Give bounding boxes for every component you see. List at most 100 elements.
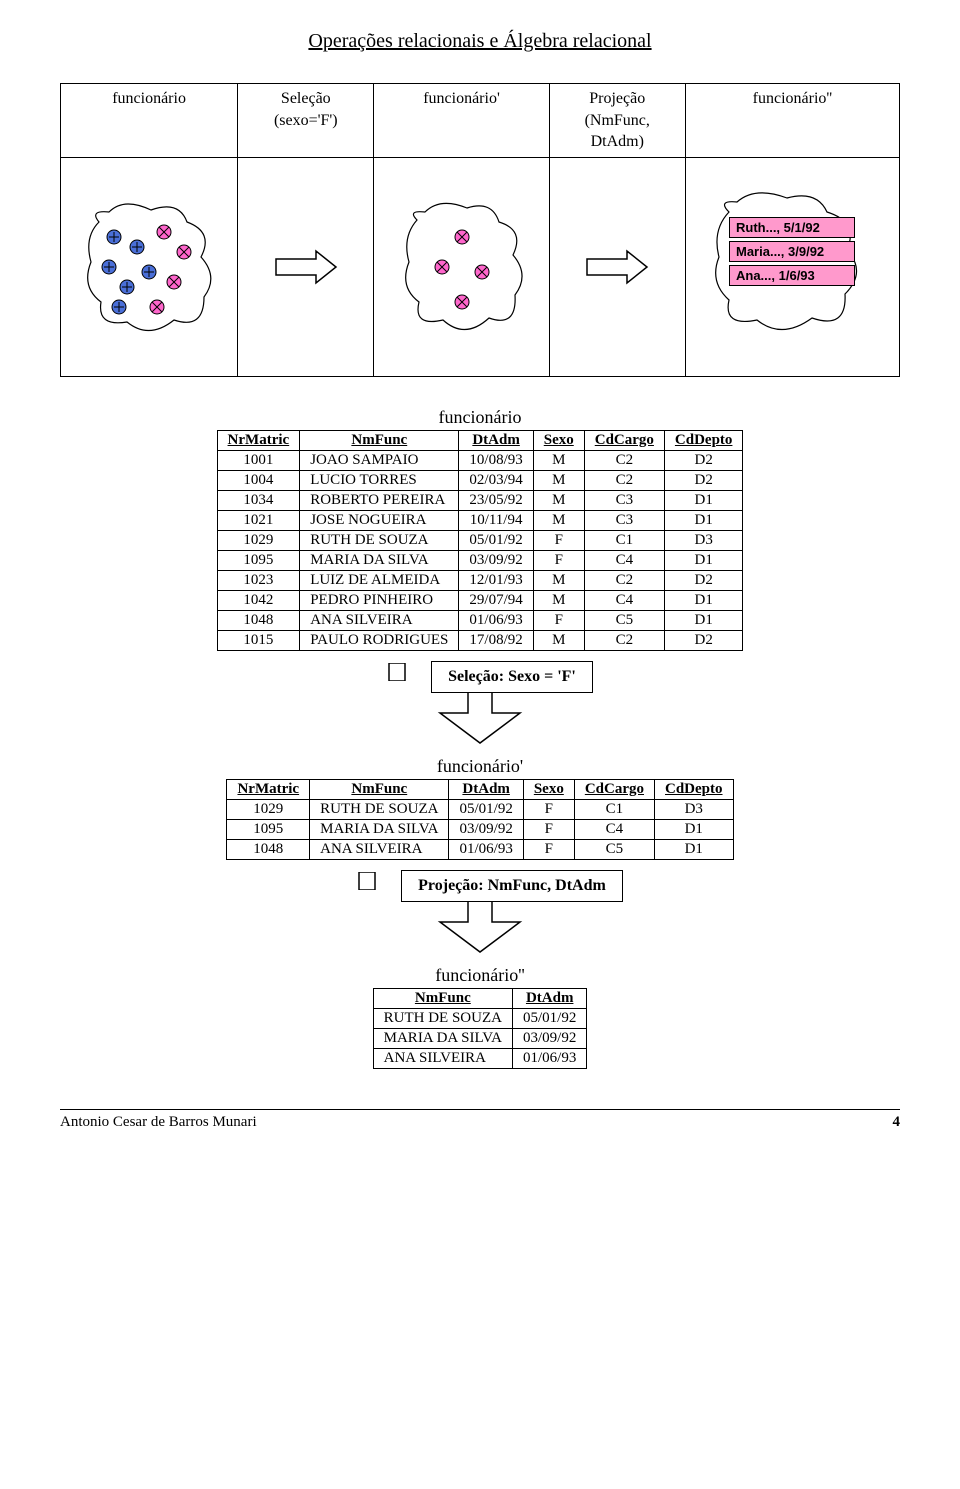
- table-header: NrMatric: [227, 779, 310, 799]
- table-row: 1029RUTH DE SOUZA05/01/92FC1D3: [217, 530, 743, 550]
- table-cell: 1004: [217, 470, 300, 490]
- table-cell: F: [533, 550, 584, 570]
- blob1-svg: [79, 192, 219, 342]
- table-cell: 01/06/93: [459, 610, 533, 630]
- table-cell: LUCIO TORRES: [300, 470, 459, 490]
- table-cell: 1029: [217, 530, 300, 550]
- table-cell: ANA SILVEIRA: [310, 839, 449, 859]
- table-header: CdDepto: [664, 430, 743, 450]
- step1-label: Seleção: Sexo = 'F': [431, 661, 593, 693]
- table-cell: F: [533, 610, 584, 630]
- op2-line3: DtAdm): [591, 133, 644, 150]
- blob1-label: funcionário: [112, 90, 186, 107]
- table-cell: C1: [574, 799, 654, 819]
- table-cell: F: [523, 799, 574, 819]
- table-cell: 05/01/92: [449, 799, 523, 819]
- table-row: 1015PAULO RODRIGUES17/08/92MC2D2: [217, 630, 743, 650]
- table-row: 1095MARIA DA SILVA03/09/92FC4D1: [227, 819, 733, 839]
- table-cell: M: [533, 590, 584, 610]
- table-header: CdCargo: [584, 430, 664, 450]
- result-box-1: Ruth..., 5/1/92: [729, 217, 855, 238]
- down-arrow-2: [430, 900, 530, 955]
- table-row: 1029RUTH DE SOUZA05/01/92FC1D3: [227, 799, 733, 819]
- table-header: CdCargo: [574, 779, 654, 799]
- op2-line1: Projeção: [589, 90, 645, 107]
- table-cell: 1001: [217, 450, 300, 470]
- table-cell: 03/09/92: [459, 550, 533, 570]
- table-row: 1048ANA SILVEIRA01/06/93FC5D1: [227, 839, 733, 859]
- table-cell: MARIA DA SILVA: [310, 819, 449, 839]
- table-cell: M: [533, 450, 584, 470]
- table-cell: D2: [664, 450, 743, 470]
- table-header: DtAdm: [513, 988, 587, 1008]
- table3: NmFuncDtAdmRUTH DE SOUZA05/01/92MARIA DA…: [373, 988, 588, 1069]
- table-row: 1095MARIA DA SILVA03/09/92FC4D1: [217, 550, 743, 570]
- table-cell: JOAO SAMPAIO: [300, 450, 459, 470]
- table-row: 1023LUIZ DE ALMEIDA12/01/93MC2D2: [217, 570, 743, 590]
- table-cell: F: [523, 839, 574, 859]
- table-cell: C1: [584, 530, 664, 550]
- blob3-label: funcionário'': [753, 90, 833, 107]
- table-row: 1004LUCIO TORRES02/03/94MC2D2: [217, 470, 743, 490]
- table-cell: 05/01/92: [513, 1008, 587, 1028]
- table-cell: RUTH DE SOUZA: [300, 530, 459, 550]
- arrow1-svg: [271, 247, 341, 287]
- connector2-top: [337, 872, 397, 890]
- table-header: DtAdm: [449, 779, 523, 799]
- table-row: ANA SILVEIRA01/06/93: [373, 1048, 587, 1068]
- table-cell: 10/11/94: [459, 510, 533, 530]
- table-cell: D1: [664, 490, 743, 510]
- table-cell: M: [533, 490, 584, 510]
- blob3-svg: Ruth..., 5/1/92 Maria..., 3/9/92 Ana...,…: [707, 182, 877, 352]
- table-cell: 29/07/94: [459, 590, 533, 610]
- table-cell: 03/09/92: [449, 819, 523, 839]
- table-cell: 1042: [217, 590, 300, 610]
- table-header: Sexo: [523, 779, 574, 799]
- table-cell: M: [533, 630, 584, 650]
- table-cell: C3: [584, 510, 664, 530]
- table-cell: D2: [664, 570, 743, 590]
- table-cell: JOSE NOGUEIRA: [300, 510, 459, 530]
- table-cell: M: [533, 570, 584, 590]
- table-header: NmFunc: [300, 430, 459, 450]
- table2: NrMatricNmFuncDtAdmSexoCdCargoCdDepto102…: [226, 779, 733, 860]
- table-cell: 1048: [227, 839, 310, 859]
- table-cell: RUTH DE SOUZA: [310, 799, 449, 819]
- table-header: DtAdm: [459, 430, 533, 450]
- result-box-3: Ana..., 1/6/93: [729, 265, 855, 286]
- table-row: 1048ANA SILVEIRA01/06/93FC5D1: [217, 610, 743, 630]
- table-cell: LUIZ DE ALMEIDA: [300, 570, 459, 590]
- table-cell: 05/01/92: [459, 530, 533, 550]
- down-arrow-1: [430, 691, 530, 746]
- table-cell: D1: [664, 590, 743, 610]
- arrow2-svg: [582, 247, 652, 287]
- op2-line2: (NmFunc,: [585, 112, 650, 129]
- table-cell: C2: [584, 630, 664, 650]
- table2-caption: funcionário': [60, 756, 900, 777]
- table-cell: 12/01/93: [459, 570, 533, 590]
- table-cell: D1: [664, 510, 743, 530]
- table-cell: D3: [655, 799, 734, 819]
- table-header: NrMatric: [217, 430, 300, 450]
- table-cell: M: [533, 510, 584, 530]
- op1-line2: (sexo='F'): [274, 112, 338, 129]
- table-header: NmFunc: [310, 779, 449, 799]
- op1-line1: Seleção: [281, 90, 331, 107]
- table-cell: 1095: [227, 819, 310, 839]
- connector1-top: [367, 663, 427, 681]
- table-cell: 03/09/92: [513, 1028, 587, 1048]
- table-row: 1001JOAO SAMPAIO10/08/93MC2D2: [217, 450, 743, 470]
- table-cell: 1023: [217, 570, 300, 590]
- table-cell: 23/05/92: [459, 490, 533, 510]
- result-box-2: Maria..., 3/9/92: [729, 241, 855, 262]
- table-row: 1021JOSE NOGUEIRA10/11/94MC3D1: [217, 510, 743, 530]
- table-row: 1042PEDRO PINHEIRO29/07/94MC4D1: [217, 590, 743, 610]
- table-cell: 01/06/93: [449, 839, 523, 859]
- table-header: Sexo: [533, 430, 584, 450]
- table-cell: C2: [584, 470, 664, 490]
- table-cell: 1021: [217, 510, 300, 530]
- table-cell: 1029: [227, 799, 310, 819]
- footer-author: Antonio Cesar de Barros Munari: [60, 1114, 257, 1131]
- table-cell: C4: [574, 819, 654, 839]
- table-cell: M: [533, 470, 584, 490]
